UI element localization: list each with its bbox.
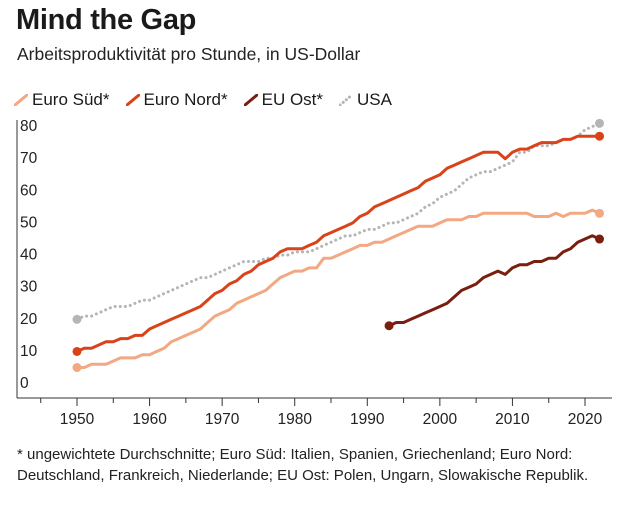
series-start-point-euro-s-d — [72, 363, 82, 373]
y-tick-label: 50 — [20, 214, 38, 231]
chart-legend: Euro Süd* Euro Nord* EU Ost* USA — [14, 90, 408, 110]
chart-subtitle: Arbeitsproduktivität pro Stunde, in US-D… — [17, 44, 361, 64]
x-tick-label: 2000 — [423, 411, 458, 428]
series-line-euro-s-d — [75, 208, 601, 369]
chart-title: Mind the Gap — [16, 4, 197, 36]
legend-label-euro-nord: Euro Nord* — [143, 90, 228, 109]
x-tick-label: 2010 — [495, 411, 530, 428]
x-tick-label: 2020 — [568, 411, 603, 428]
series-start-point-eu-ost — [384, 321, 394, 331]
y-tick-label: 20 — [20, 311, 38, 328]
y-tick-label: 10 — [20, 343, 38, 360]
chart-footnote: * ungewichtete Durchschnitte; Euro Süd: … — [17, 446, 589, 484]
legend-swatch-euro-nord — [125, 94, 140, 106]
y-tick-label: 30 — [20, 279, 38, 296]
series-end-point-eu-ost — [595, 234, 605, 244]
series-line-usa — [75, 121, 601, 321]
y-tick-label: 0 — [20, 375, 29, 392]
y-tick-label: 60 — [20, 182, 38, 199]
series-line-eu-ost — [387, 234, 601, 328]
x-tick-label: 1960 — [132, 411, 167, 428]
series-start-point-euro-nord — [72, 346, 82, 356]
series-end-point-euro-nord — [595, 131, 605, 141]
legend-swatch-eu-ost — [243, 94, 258, 106]
y-tick-label: 70 — [20, 150, 38, 167]
series-start-point-usa — [72, 314, 82, 324]
legend-item-euro-nord: Euro Nord* — [125, 90, 228, 110]
legend-label-euro-sued: Euro Süd* — [32, 90, 110, 109]
series-end-point-usa — [595, 118, 605, 128]
legend-item-euro-sued: Euro Süd* — [14, 90, 110, 110]
x-tick-label: 1950 — [60, 411, 95, 428]
x-tick-label: 1990 — [350, 411, 385, 428]
x-tick-label: 1980 — [277, 411, 312, 428]
series-line-euro-nord — [75, 134, 601, 353]
legend-item-usa: USA — [339, 90, 392, 110]
y-tick-label: 40 — [20, 247, 38, 264]
chart-plot-area — [72, 118, 605, 373]
legend-swatch-euro-sued — [14, 94, 28, 106]
y-tick-label: 80 — [20, 118, 38, 135]
legend-label-eu-ost: EU Ost* — [261, 90, 324, 109]
legend-item-eu-ost: EU Ost* — [243, 90, 324, 110]
chart-axes: 0 10 20 30 40 50 60 70 80 1950 1960 1970 1980 1990 200… — [16, 118, 612, 428]
x-tick-label: 1970 — [205, 411, 240, 428]
legend-label-usa: USA — [357, 90, 392, 109]
legend-swatch-usa — [339, 94, 354, 106]
series-end-point-euro-s-d — [595, 208, 605, 218]
